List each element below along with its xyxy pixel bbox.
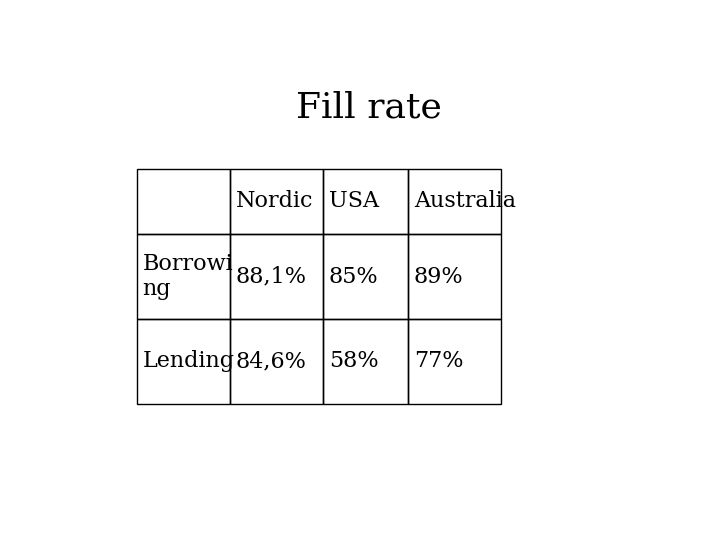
Text: 84,6%: 84,6% [235, 350, 307, 372]
Text: Lending: Lending [143, 350, 235, 372]
Text: 88,1%: 88,1% [235, 266, 307, 287]
Text: Fill rate: Fill rate [296, 90, 442, 124]
Text: 85%: 85% [329, 266, 378, 287]
Text: Australia: Australia [414, 191, 516, 212]
Bar [137, 234, 230, 319]
Bar [408, 168, 500, 234]
Bar [323, 319, 408, 403]
Text: 58%: 58% [329, 350, 378, 372]
Text: 89%: 89% [414, 266, 464, 287]
Text: 77%: 77% [414, 350, 464, 372]
Bar [230, 319, 323, 403]
Bar [323, 168, 408, 234]
Bar [230, 234, 323, 319]
Bar [408, 234, 500, 319]
Text: USA: USA [329, 191, 379, 212]
Bar [137, 168, 230, 234]
Bar [230, 168, 323, 234]
Bar [137, 319, 230, 403]
Bar [408, 319, 500, 403]
Bar [323, 234, 408, 319]
Text: Nordic: Nordic [235, 191, 313, 212]
Text: Borrowi
ng: Borrowi ng [143, 253, 233, 300]
